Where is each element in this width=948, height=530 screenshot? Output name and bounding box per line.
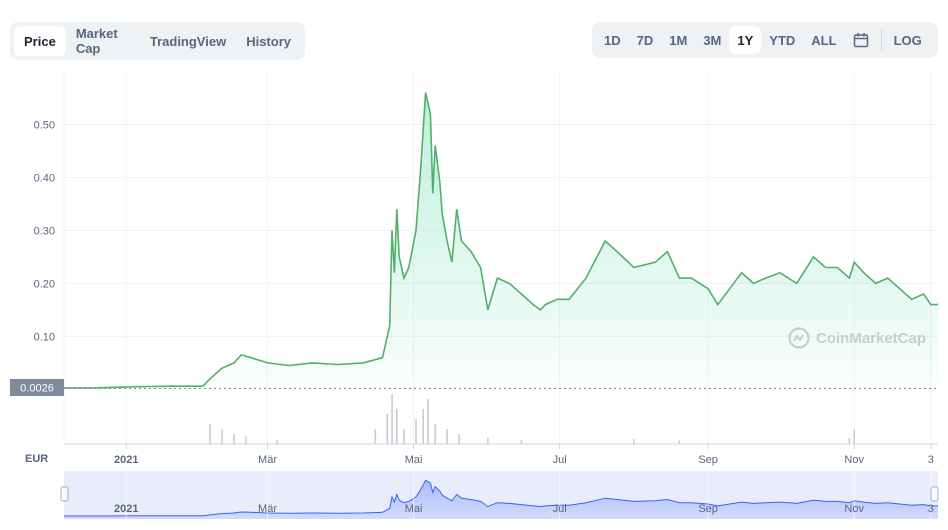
tab-history[interactable]: History — [246, 33, 291, 49]
volume-bar — [245, 436, 247, 444]
volume-bar — [487, 438, 489, 444]
tab-price[interactable]: Price — [14, 26, 66, 56]
tab-market-cap[interactable]: Market Cap — [75, 26, 118, 56]
navigator-tick-label: 2021 — [114, 503, 138, 515]
volume-bar — [427, 399, 429, 444]
watermark-text: CoinMarketCap — [816, 329, 927, 347]
x-axis-ticks: 2021 Mär Mai Jul Sep Nov 3 — [114, 444, 934, 466]
volume-bar — [374, 429, 377, 444]
volume-bar — [391, 394, 393, 444]
volume-bar — [221, 429, 223, 444]
navigator-area — [64, 480, 938, 519]
x-tick-label: Jul — [553, 454, 567, 466]
x-tick-label: 3 — [928, 454, 934, 466]
y-tick-label: 0.40 — [34, 172, 55, 184]
volume-bar — [233, 434, 235, 444]
coinmarketcap-logo-icon — [788, 327, 810, 349]
y-tick-label: 0.30 — [34, 225, 55, 237]
volume-bar — [458, 434, 460, 444]
x-tick-label: Mai — [405, 454, 423, 466]
x-tick-label: Mär — [258, 454, 277, 466]
y-tick-label: 0.20 — [34, 278, 55, 290]
volume-bar — [678, 440, 681, 444]
navigator[interactable]: 2021 Mär Mai Jul Sep Nov 3 — [60, 471, 939, 519]
y-axis-ticks: 0.10 0.20 0.30 0.40 0.50 — [34, 119, 55, 343]
range-1d[interactable]: 1D — [604, 32, 621, 48]
x-tick-label: Nov — [844, 454, 864, 466]
volume-bar — [403, 429, 405, 444]
navigator-tick-label: Sep — [698, 503, 718, 515]
volume-bar — [415, 419, 417, 444]
current-price-tag: 0.0026 — [10, 379, 64, 396]
calendar-icon — [853, 33, 868, 48]
navigator-tick-label: Mai — [405, 503, 423, 515]
volume-bar — [853, 429, 855, 444]
navigator-line — [64, 479, 938, 517]
chart-type-tabs: Price Market Cap TradingView History — [10, 22, 305, 60]
log-scale-toggle[interactable]: LOG — [893, 32, 922, 48]
tab-tradingview[interactable]: TradingView — [149, 33, 227, 49]
volume-bar — [848, 438, 851, 444]
range-buttons: 1D 7D 1M 3M 1Y YTD ALL — [596, 26, 845, 54]
price-area — [64, 92, 938, 388]
navigator-tick-label: Jul — [553, 503, 567, 515]
volume-bar — [209, 424, 211, 444]
volume-bar — [520, 440, 523, 444]
navigator-tick-label: Mär — [258, 503, 277, 515]
volume-bar — [276, 440, 278, 444]
watermark: CoinMarketCap — [788, 327, 926, 349]
range-1y[interactable]: 1Y — [729, 26, 762, 54]
volume-bar — [434, 424, 436, 444]
range-7d[interactable]: 7D — [636, 32, 654, 48]
price-line — [63, 92, 938, 389]
range-ytd[interactable]: YTD — [769, 32, 796, 48]
volume-bar — [396, 409, 398, 444]
navigator-tick-label: 3 — [928, 503, 934, 515]
volume-bar — [386, 414, 389, 444]
y-tick-label: 0.50 — [34, 119, 55, 131]
y-tick-label: 0.10 — [34, 331, 55, 343]
volume-bars — [209, 394, 855, 444]
volume-bar — [422, 409, 424, 444]
navigator-left-handle[interactable] — [60, 486, 69, 502]
range-all[interactable]: ALL — [811, 32, 837, 48]
toolbar-divider — [880, 30, 882, 50]
x-tick-label: 2021 — [114, 454, 138, 466]
range-1m[interactable]: 1M — [669, 32, 688, 48]
currency-label: EUR — [25, 453, 48, 465]
navigator-tick-label: Nov — [844, 503, 864, 515]
volume-bar — [446, 429, 448, 444]
x-tick-label: Sep — [698, 454, 718, 466]
time-range-selector: 1D 7D 1M 3M 1Y YTD ALL LOG — [592, 22, 938, 58]
calendar-button[interactable] — [845, 26, 877, 54]
current-price-label: 0.0026 — [20, 383, 54, 395]
navigator-right-handle[interactable] — [930, 486, 939, 502]
range-3m[interactable]: 3M — [703, 32, 722, 48]
volume-bar — [633, 439, 635, 444]
